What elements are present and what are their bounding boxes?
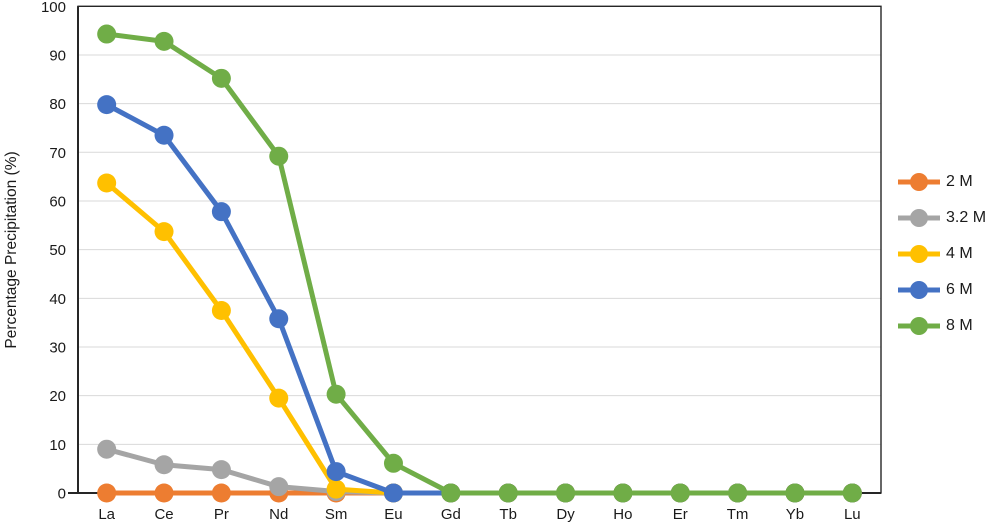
y-tick-label-10: 10 — [49, 437, 66, 454]
data-point-2-m-Ce — [154, 483, 174, 503]
y-tick-label-70: 70 — [49, 145, 66, 162]
legend-item-2-m: 2 M — [896, 172, 986, 192]
data-point-6-m-Sm — [326, 462, 346, 482]
series-4-m — [97, 173, 862, 503]
data-point-8-m-La — [97, 24, 117, 44]
data-point-3-2-m-Ce — [154, 455, 174, 475]
legend-marker-3-2-m — [898, 209, 940, 227]
legend-marker-6-m — [898, 281, 940, 299]
x-tick-label-Nd: Nd — [269, 506, 288, 523]
y-tick-labels: 0 10 20 30 40 50 60 70 80 90 100 — [41, 0, 66, 503]
legend-dot-4-m — [910, 245, 928, 263]
data-point-6-m-Eu — [383, 483, 403, 503]
legend-marker-8-m — [898, 317, 940, 335]
x-tick-label-Tb: Tb — [499, 506, 517, 523]
data-point-6-m-Nd — [269, 309, 289, 329]
legend-dot-3-2-m — [910, 209, 928, 227]
legend-dot-2-m — [910, 173, 928, 191]
data-point-8-m-Sm — [326, 384, 346, 404]
series-line-8-m — [104, 31, 855, 496]
y-tick-label-40: 40 — [49, 291, 66, 308]
y-axis-title: Percentage Precipitation (%) — [3, 151, 20, 348]
data-point-8-m-Lu — [842, 483, 862, 503]
y-tick-label-60: 60 — [49, 193, 66, 210]
data-point-6-m-Ce — [154, 125, 174, 145]
data-point-3-2-m-Pr — [211, 460, 231, 480]
data-point-2-m-Pr — [211, 483, 231, 503]
x-tick-label-Ce: Ce — [154, 506, 173, 523]
data-point-8-m-Yb — [785, 483, 805, 503]
x-tick-label-Yb: Yb — [786, 506, 804, 523]
y-tick-label-100: 100 — [41, 0, 66, 16]
x-tick-label-Sm: Sm — [325, 506, 348, 523]
data-point-4-m-Nd — [269, 388, 289, 408]
x-tick-label-Dy: Dy — [556, 506, 575, 523]
x-tick-label-Tm: Tm — [727, 506, 749, 523]
y-tick-label-80: 80 — [49, 96, 66, 113]
x-tick-label-Er: Er — [673, 506, 688, 523]
data-point-8-m-Ho — [613, 483, 633, 503]
data-point-8-m-Tm — [728, 483, 748, 503]
x-tick-label-Ho: Ho — [613, 506, 632, 523]
x-tick-label-Eu: Eu — [384, 506, 402, 523]
legend-dot-6-m — [910, 281, 928, 299]
legend-label-3-2-m: 3.2 M — [946, 209, 987, 226]
data-point-8-m-Tb — [498, 483, 518, 503]
legend-marker-4-m — [898, 245, 940, 263]
data-point-8-m-Pr — [211, 68, 231, 88]
data-point-3-2-m-Nd — [269, 477, 289, 497]
legend-item-8-m: 8 M — [896, 316, 986, 336]
y-tick-label-30: 30 — [49, 339, 66, 356]
data-point-6-m-La — [97, 95, 117, 115]
y-tick-label-0: 0 — [58, 486, 66, 503]
data-point-4-m-Pr — [211, 300, 231, 320]
legend-item-3-2-m: 3.2 M — [896, 208, 986, 228]
y-tick-label-20: 20 — [49, 388, 66, 405]
series-8-m — [97, 24, 862, 503]
data-point-4-m-La — [97, 173, 117, 193]
x-tick-label-La: La — [98, 506, 115, 523]
x-tick-label-Pr: Pr — [214, 506, 229, 523]
series-group — [97, 24, 862, 503]
data-point-8-m-Gd — [441, 483, 461, 503]
legend-label-6-m: 6 M — [946, 281, 973, 298]
data-point-8-m-Er — [670, 483, 690, 503]
data-point-8-m-Dy — [556, 483, 576, 503]
legend-label-8-m: 8 M — [946, 317, 973, 334]
legend-item-6-m: 6 M — [896, 280, 986, 300]
series-line-4-m — [104, 180, 855, 496]
y-tick-label-50: 50 — [49, 242, 66, 259]
data-point-4-m-Sm — [326, 479, 346, 499]
legend-item-4-m: 4 M — [896, 244, 986, 264]
data-point-6-m-Pr — [211, 202, 231, 222]
x-tick-label-Gd: Gd — [441, 506, 461, 523]
legend-marker-2-m — [898, 173, 940, 191]
legend-label-2-m: 2 M — [946, 173, 973, 190]
data-point-8-m-Ce — [154, 31, 174, 51]
data-point-2-m-La — [97, 483, 117, 503]
y-tick-label-90: 90 — [49, 47, 66, 64]
data-point-8-m-Nd — [269, 146, 289, 166]
gridlines — [78, 5, 881, 445]
legend-label-4-m: 4 M — [946, 245, 973, 262]
x-tick-labels: La Ce Pr Nd Sm Eu Gd Tb Dy Ho Er Tm Yb Lu — [98, 506, 860, 523]
legend-dot-8-m — [910, 317, 928, 335]
data-point-3-2-m-La — [97, 439, 117, 459]
data-point-8-m-Eu — [383, 453, 403, 473]
data-point-4-m-Ce — [154, 222, 174, 242]
legend: 2 M 3.2 M 4 M 6 M 8 M — [896, 172, 986, 336]
x-tick-label-Lu: Lu — [844, 506, 861, 523]
